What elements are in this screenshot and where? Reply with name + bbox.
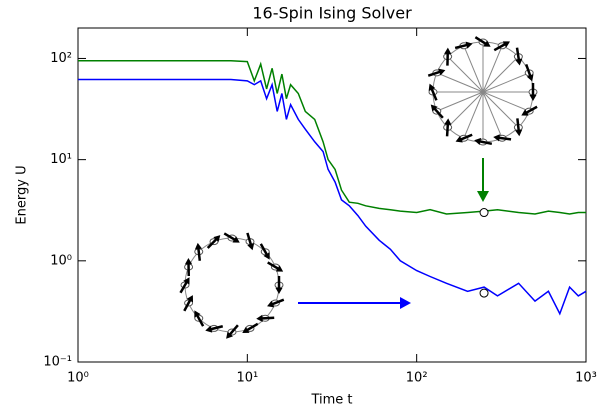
- spin-arrow-head: [438, 68, 446, 76]
- spin-arrow-head: [515, 58, 523, 66]
- spin-arrow: [459, 133, 473, 142]
- spin-arrow: [432, 106, 444, 119]
- spin-arrow-head: [232, 236, 240, 243]
- series-line: [78, 78, 587, 316]
- spin-arrow: [267, 261, 280, 271]
- spin-arrow-head: [242, 326, 250, 334]
- spin-arrow: [197, 247, 202, 261]
- spin-arrow-head: [184, 258, 193, 265]
- spin-arrow: [430, 87, 438, 101]
- x-tick-label: 10²: [406, 371, 428, 386]
- spin-arrow: [245, 322, 259, 332]
- spin-arrow: [183, 298, 192, 312]
- y-tick-label: 10⁻¹: [43, 355, 72, 370]
- spin-arrow: [209, 325, 224, 331]
- spin-arrow-head: [263, 252, 270, 260]
- spin-arrow: [493, 42, 507, 52]
- y-tick-label: 10²: [50, 51, 72, 66]
- spin-spoke: [482, 91, 530, 112]
- spin-arrow: [223, 232, 237, 242]
- spin-arrow-head: [493, 134, 500, 142]
- spin-arrow: [478, 139, 493, 146]
- spin-arrow-head: [474, 137, 482, 145]
- y-axis-label: Energy U: [15, 165, 30, 224]
- spin-insets: [179, 36, 538, 339]
- x-tick-label: 10¹: [236, 371, 258, 386]
- spin-arrow-head: [275, 265, 284, 272]
- spin-arrow-head: [526, 74, 534, 82]
- spin-arrow-head: [529, 94, 537, 101]
- spin-arrow: [179, 280, 189, 294]
- spin-arrow-head: [205, 325, 213, 333]
- y-tick-label: 10⁰: [50, 253, 72, 268]
- spin-arrow: [454, 43, 469, 50]
- spin-arrow-head: [183, 277, 190, 285]
- spin-arrow: [474, 36, 488, 46]
- spin-arrow-head: [455, 135, 463, 143]
- spin-spoke: [447, 91, 484, 128]
- spin-arrow: [525, 63, 532, 78]
- series-line: [78, 59, 586, 215]
- spin-arrow: [270, 298, 285, 306]
- spin-spoke: [482, 91, 519, 128]
- spin-arrow-head: [256, 314, 263, 322]
- spin-spoke: [482, 72, 530, 93]
- spin-arrow-head: [521, 109, 529, 116]
- plot-frame: [77, 27, 587, 363]
- spin-arrow-head: [186, 295, 194, 303]
- spin-arrow: [228, 324, 239, 337]
- spin-spoke: [482, 91, 503, 139]
- spin-arrow: [427, 70, 442, 77]
- spin-arrow-head: [194, 310, 201, 318]
- x-tick-label: 10⁰: [67, 371, 89, 386]
- highlight-marker: [479, 208, 489, 218]
- x-axis-label: Time t: [310, 393, 352, 408]
- spin-arrow: [260, 316, 275, 320]
- spin-arrow: [259, 243, 269, 257]
- spin-arrow: [497, 136, 512, 141]
- spin-arrow: [195, 313, 205, 327]
- spin-arrow-head: [213, 235, 221, 243]
- spin-spoke: [463, 45, 484, 93]
- spin-arrow-head: [444, 118, 452, 125]
- spin-arrow-head: [194, 242, 203, 250]
- spin-spoke: [482, 45, 503, 93]
- chart-title: 16-Spin Ising Solver: [252, 4, 412, 23]
- spin-arrow-head: [444, 47, 452, 55]
- spin-arrow-head: [465, 41, 473, 49]
- spin-arrow: [515, 47, 521, 62]
- highlight-marker: [479, 288, 489, 298]
- arrow-head: [400, 297, 411, 309]
- spin-arrow: [516, 118, 521, 132]
- spin-spoke: [436, 91, 484, 112]
- spin-arrow-head: [247, 243, 255, 251]
- y-tick-label: 10¹: [50, 152, 72, 167]
- plot-lines: [78, 59, 587, 316]
- spin-arrow-head: [483, 40, 491, 47]
- spin-arrow: [246, 232, 253, 247]
- spin-arrow: [206, 237, 219, 249]
- spin-spoke: [463, 91, 484, 139]
- arrow-head: [477, 191, 489, 202]
- spin-arrow: [445, 122, 450, 137]
- spin-spoke: [447, 56, 484, 93]
- spin-arrow-head: [430, 104, 438, 112]
- spin-spoke: [436, 72, 484, 93]
- spin-arrow-head: [515, 129, 523, 137]
- spin-arrow-head: [275, 287, 283, 294]
- spin-arrow: [524, 105, 538, 115]
- spin-arrow-head: [428, 83, 436, 91]
- spin-arrow-head: [267, 300, 275, 308]
- spin-arrow-head: [226, 331, 233, 339]
- spin-arrow-head: [502, 41, 511, 48]
- spin-spoke: [482, 56, 519, 93]
- x-tick-label: 10³: [575, 371, 597, 386]
